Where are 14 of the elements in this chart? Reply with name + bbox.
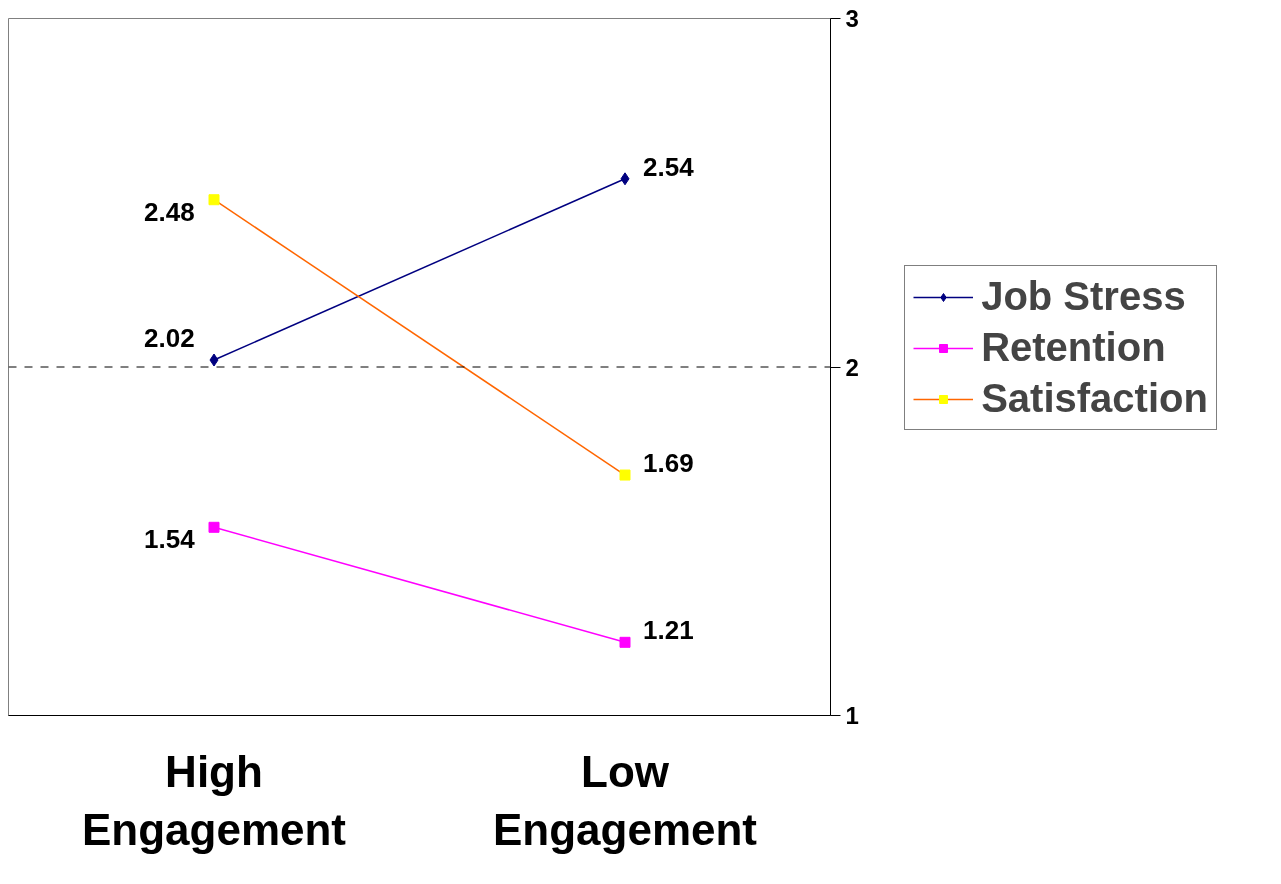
y-tick-label: 1 <box>845 702 859 729</box>
legend-label: Job Stress <box>981 274 1186 319</box>
x-tick-label: High Engagement <box>81 746 347 855</box>
data-label: 2.02 <box>144 323 195 354</box>
data-label: 1.21 <box>643 615 694 646</box>
legend-label: Retention <box>981 325 1166 370</box>
legend-label: Satisfaction <box>981 376 1208 421</box>
x-tick-label: Low Engagement <box>492 746 758 855</box>
data-label: 2.54 <box>643 151 695 182</box>
y-tick-label: 2 <box>845 353 859 381</box>
data-label: 1.54 <box>144 524 196 555</box>
data-label: 2.48 <box>144 196 195 227</box>
y-tick-label: 3 <box>845 5 859 32</box>
data-label: 1.69 <box>643 448 694 479</box>
